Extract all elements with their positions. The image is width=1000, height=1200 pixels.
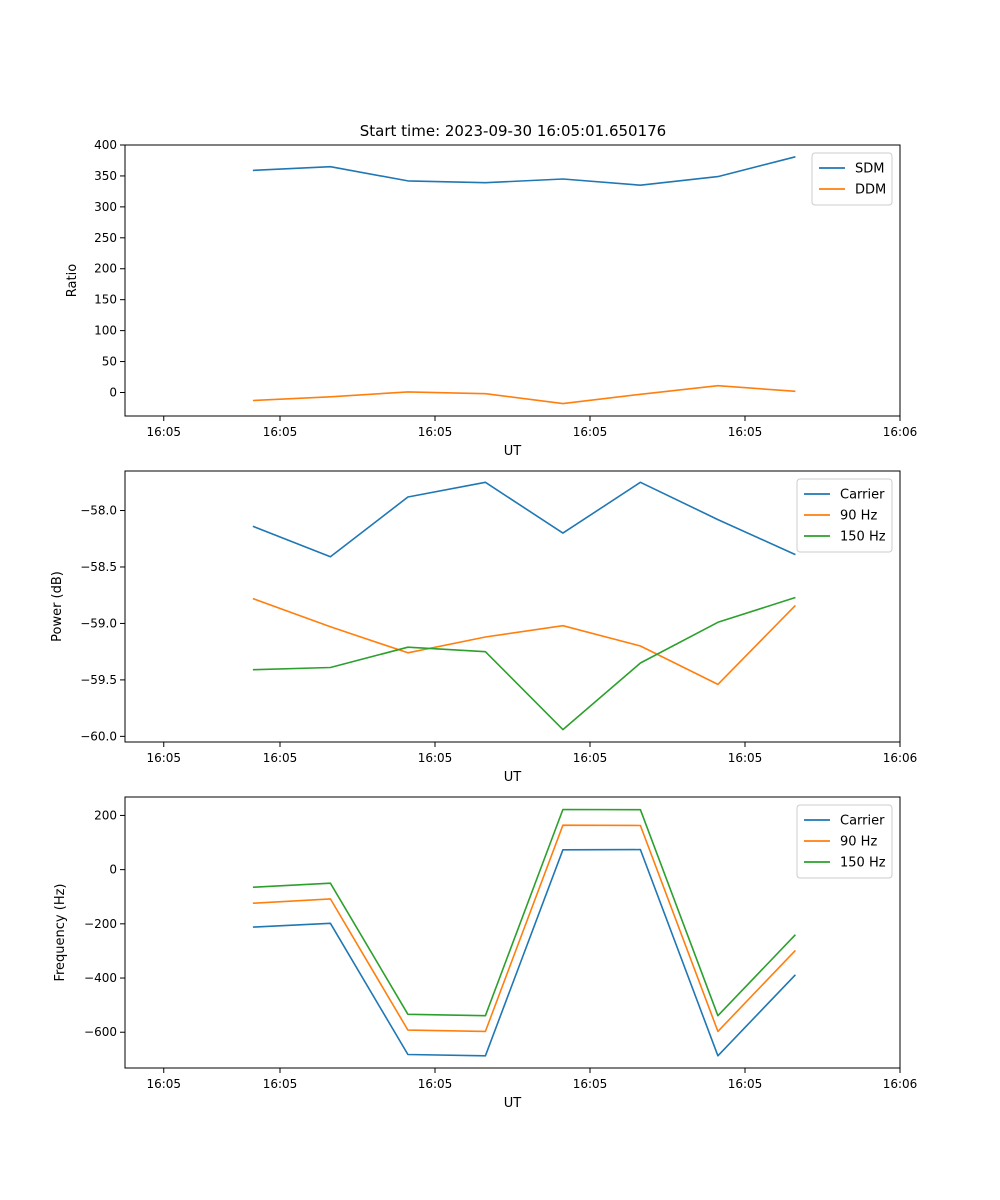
legend: Carrier 90 Hz 150 Hz (796, 478, 893, 553)
legend: SDM DDM (811, 152, 893, 206)
series-line-90-hz (252, 597, 796, 686)
y-tick-label: −58.5 (80, 560, 117, 574)
y-tick-label: 100 (94, 324, 117, 338)
y-tick-label: 150 (94, 293, 117, 307)
y-tick-label: −200 (84, 917, 117, 931)
y-tick-label: 200 (94, 262, 117, 276)
y-tick-label: 350 (94, 169, 117, 183)
legend-label: 150 Hz (840, 530, 886, 545)
x-tick-label: 16:05 (728, 425, 763, 439)
x-axis-label: UT (504, 770, 522, 785)
x-tick-label: 16:05 (728, 1077, 763, 1091)
x-tick-label: 16:05 (418, 1077, 453, 1091)
x-tick-label: 16:05 (263, 425, 298, 439)
x-tick-label: 16:05 (573, 751, 608, 765)
y-tick-label: −59.0 (80, 616, 117, 630)
series-line-150-hz (252, 808, 796, 1017)
legend-label: 90 Hz (840, 509, 877, 524)
axes-frame (124, 796, 901, 1069)
axes-frame (124, 144, 901, 417)
y-tick-label: 50 (102, 355, 117, 369)
y-tick-label: 300 (94, 200, 117, 214)
y-tick-label: 400 (94, 138, 117, 152)
x-tick-label: 16:05 (418, 425, 453, 439)
y-axis-label: Power (dB) (50, 571, 65, 642)
plot-2: 16:05 16:05 16:05 16:05 16:05 16:06 −60.0 −59.5… (50, 470, 918, 785)
y-tick-label: −400 (84, 971, 117, 985)
x-axis-label: UT (504, 444, 522, 459)
series-line-ddm (252, 384, 796, 405)
series-line-90-hz (252, 824, 796, 1033)
x-tick-label: 16:05 (146, 425, 181, 439)
series-line-carrier (252, 848, 796, 1057)
x-tick-label: 16:06 (883, 751, 918, 765)
y-tick-label: −59.5 (80, 673, 117, 687)
x-tick-label: 16:05 (146, 751, 181, 765)
series-line-150-hz (252, 596, 796, 731)
series-line-carrier (252, 481, 796, 558)
x-tick-label: 16:05 (573, 1077, 608, 1091)
legend-box (796, 478, 893, 553)
figure-title: Start time: 2023-09-30 16:05:01.650176 (360, 122, 666, 140)
legend-box (811, 152, 893, 206)
legend-label: Carrier (840, 488, 885, 503)
legend-label: SDM (855, 162, 884, 177)
legend-label: 150 Hz (840, 856, 886, 871)
y-tick-label: −58.0 (80, 504, 117, 518)
x-tick-label: 16:06 (883, 425, 918, 439)
y-tick-label: 200 (94, 808, 117, 822)
legend-label: DDM (855, 183, 886, 198)
legend-label: Carrier (840, 814, 885, 829)
y-axis-label: Frequency (Hz) (53, 883, 68, 981)
x-tick-label: 16:05 (728, 751, 763, 765)
legend-box (796, 804, 893, 879)
series-line-sdm (252, 156, 796, 186)
x-tick-label: 16:06 (883, 1077, 918, 1091)
x-tick-label: 16:05 (263, 751, 298, 765)
axes-frame (124, 470, 901, 743)
y-axis-label: Ratio (65, 264, 80, 297)
y-tick-label: −60.0 (80, 729, 117, 743)
legend-label: 90 Hz (840, 835, 877, 850)
x-tick-label: 16:05 (573, 425, 608, 439)
plot-1: 16:05 16:05 16:05 16:05 16:05 16:06 0 50 100 150 2… (65, 138, 917, 459)
x-tick-label: 16:05 (418, 751, 453, 765)
x-tick-label: 16:05 (146, 1077, 181, 1091)
y-tick-label: 0 (109, 385, 117, 399)
x-tick-label: 16:05 (263, 1077, 298, 1091)
y-tick-label: 250 (94, 231, 117, 245)
x-axis-label: UT (504, 1096, 522, 1111)
y-tick-label: 0 (109, 863, 117, 877)
y-tick-label: −600 (84, 1025, 117, 1039)
plot-3: 16:05 16:05 16:05 16:05 16:05 16:06 −600 −400 −2… (53, 796, 918, 1111)
legend: Carrier 90 Hz 150 Hz (796, 804, 893, 879)
